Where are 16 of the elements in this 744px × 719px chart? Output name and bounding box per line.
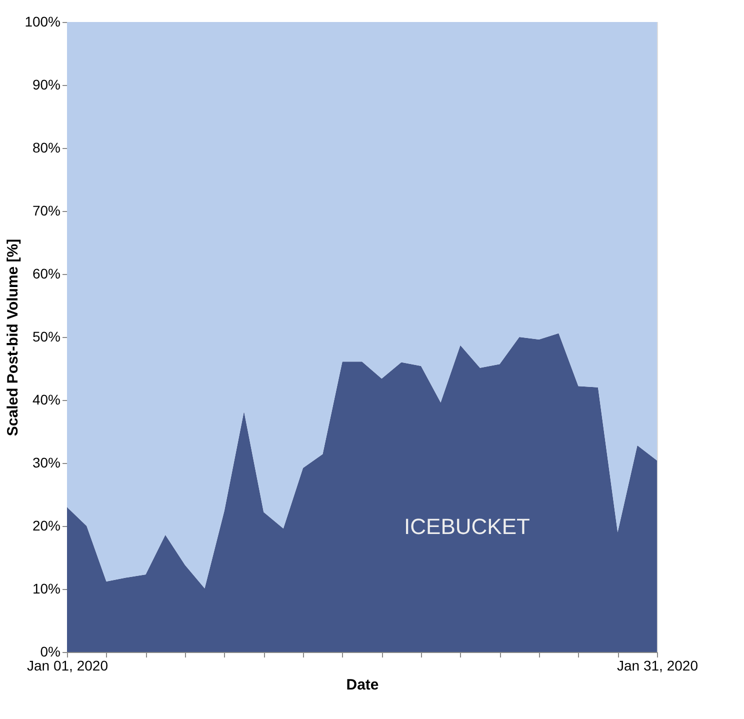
series-label: ICEBUCKET xyxy=(404,514,530,539)
x-tick-label: Jan 01, 2020 xyxy=(27,658,108,674)
y-tick-label: 0% xyxy=(40,644,60,660)
y-tick-label: 70% xyxy=(32,202,60,218)
y-tick-label: 80% xyxy=(32,140,60,156)
y-tick-label: 10% xyxy=(32,580,60,596)
y-tick-label: 30% xyxy=(32,454,60,470)
x-tick-label: Jan 31, 2020 xyxy=(617,658,698,674)
y-tick-label: 50% xyxy=(32,328,60,344)
x-axis-title: Date xyxy=(346,676,379,694)
y-axis-title: Scaled Post-bid Volume [%] xyxy=(4,238,22,436)
y-tick-label: 90% xyxy=(32,76,60,92)
y-tick-label: 20% xyxy=(32,518,60,534)
y-tick-label: 100% xyxy=(24,14,60,30)
y-tick-label: 60% xyxy=(32,266,60,282)
y-tick-label: 40% xyxy=(32,392,60,408)
